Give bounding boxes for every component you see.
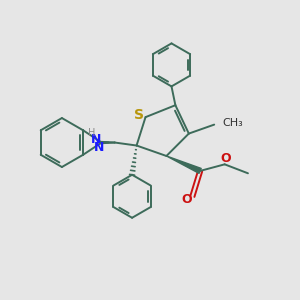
Text: O: O [182, 193, 192, 206]
Text: H: H [88, 128, 95, 137]
Text: N: N [94, 141, 104, 154]
Text: N: N [91, 133, 101, 146]
Polygon shape [167, 156, 201, 173]
Text: S: S [134, 108, 144, 122]
Text: CH₃: CH₃ [223, 118, 243, 128]
Text: O: O [220, 152, 231, 165]
